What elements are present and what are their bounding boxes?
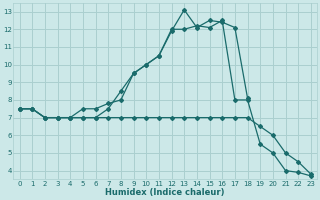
X-axis label: Humidex (Indice chaleur): Humidex (Indice chaleur)	[106, 188, 225, 197]
